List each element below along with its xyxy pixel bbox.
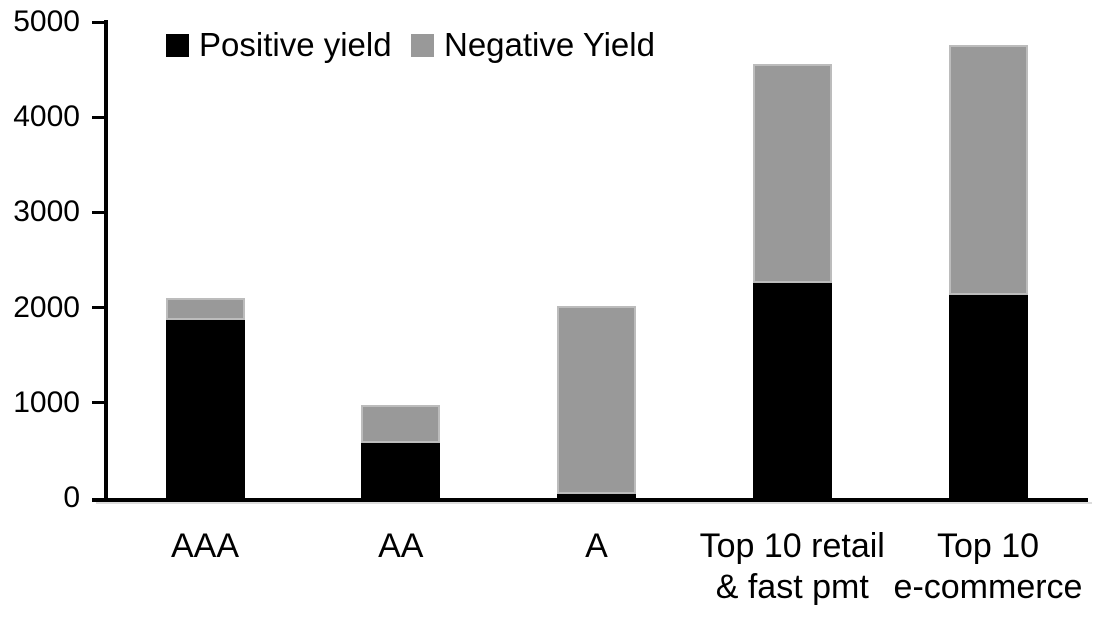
y-axis-tick-mark: [92, 20, 105, 24]
legend-swatch-negative-yield-icon: [411, 33, 434, 57]
x-axis-category-label: A: [585, 527, 608, 565]
legend-label-negative-yield: Negative Yield: [444, 26, 655, 63]
legend-label-positive-yield: Positive yield: [199, 26, 392, 63]
bar-segment-positive-yield-aaa: [165, 319, 245, 498]
bar-segment-negative-yield-top-10-retail-fast-pmt: [752, 63, 832, 283]
x-axis-category-label: Top 10 e-commerce: [893, 527, 1083, 606]
y-axis-tick-label: 3000: [13, 195, 80, 229]
y-axis-line: [104, 20, 108, 502]
legend-item-positive-yield: Positive yield: [166, 26, 392, 63]
y-axis-tick-mark: [92, 306, 105, 310]
legend-swatch-positive-yield-icon: [166, 33, 189, 57]
bar-segment-positive-yield-a: [557, 494, 636, 498]
bar-segment-positive-yield-aa: [361, 442, 441, 498]
bar-segment-negative-yield-a: [557, 305, 636, 495]
bar-segment-negative-yield-aa: [361, 405, 441, 443]
y-axis-tick-mark: [92, 115, 105, 119]
x-axis-category-label: AAA: [170, 527, 240, 565]
y-axis-tick-label: 1000: [13, 385, 80, 419]
y-axis-tick-label: 0: [63, 481, 80, 514]
bar-segment-negative-yield-top-10-e-commerce: [948, 44, 1028, 296]
x-axis-line: [92, 498, 1088, 502]
y-axis-tick-label: 5000: [13, 5, 80, 38]
bar-segment-positive-yield-top-10-retail-fast-pmt: [752, 282, 832, 498]
bar-segment-positive-yield-top-10-e-commerce: [948, 295, 1028, 498]
x-axis-category-label: Top 10 retail & fast pmt: [699, 527, 885, 606]
x-axis-line-shadow: [96, 502, 1092, 504]
bar-segment-negative-yield-aaa: [165, 298, 245, 320]
legend-item-negative-yield: Negative Yield: [411, 26, 655, 63]
y-axis-tick-label: 4000: [13, 100, 80, 134]
y-axis-tick-label: 2000: [13, 290, 80, 324]
x-axis-category-label: AA: [378, 527, 424, 565]
y-axis-tick-mark: [92, 210, 105, 214]
y-axis-tick-mark: [92, 401, 105, 405]
